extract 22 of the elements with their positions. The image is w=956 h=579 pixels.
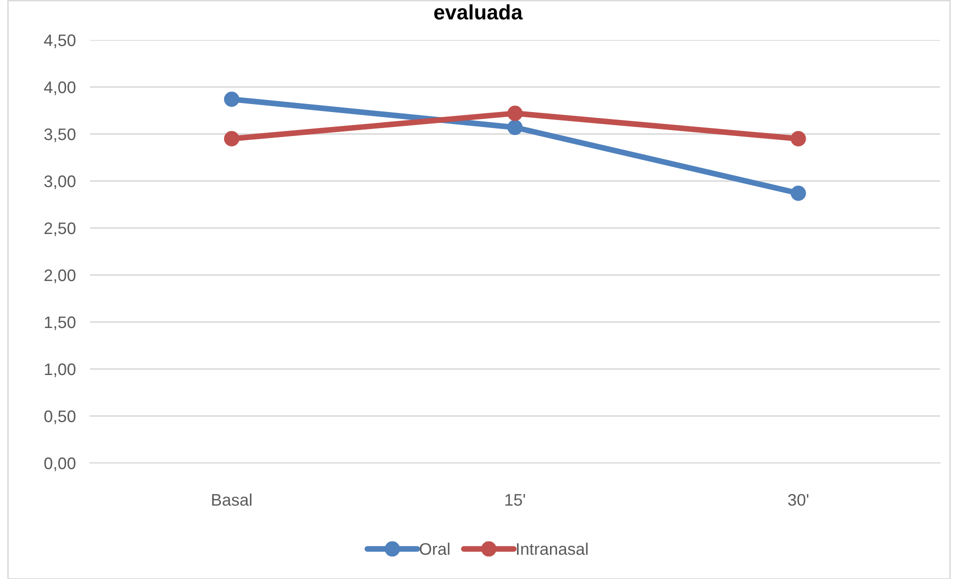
y-tick-label: 1,00 [44,363,76,378]
y-tick-label: 2,00 [44,269,76,284]
y-tick-label: 3,00 [44,175,76,190]
point [790,186,806,201]
y-tick-label: 4,50 [44,34,76,48]
point [507,120,523,136]
y-tick-label: 2,50 [44,222,76,236]
y-tick-label: 0,50 [44,410,76,424]
legend-label: Intranasal [517,542,588,555]
x-tick-label: 15' [505,494,526,506]
chart-title: evaluada [434,4,523,20]
x-tick-label: Basal [212,494,252,506]
point [790,131,806,146]
y-tick-label: 0,00 [44,457,76,472]
x-tick-label: 30' [788,494,808,506]
legend-label: Oral [420,542,450,555]
point [507,106,523,121]
y-tick-label: 3,50 [44,128,76,142]
y-tick-label: 1,50 [44,316,76,330]
y-tick-label: 4,00 [44,81,76,96]
point [224,92,240,107]
point [224,131,240,146]
